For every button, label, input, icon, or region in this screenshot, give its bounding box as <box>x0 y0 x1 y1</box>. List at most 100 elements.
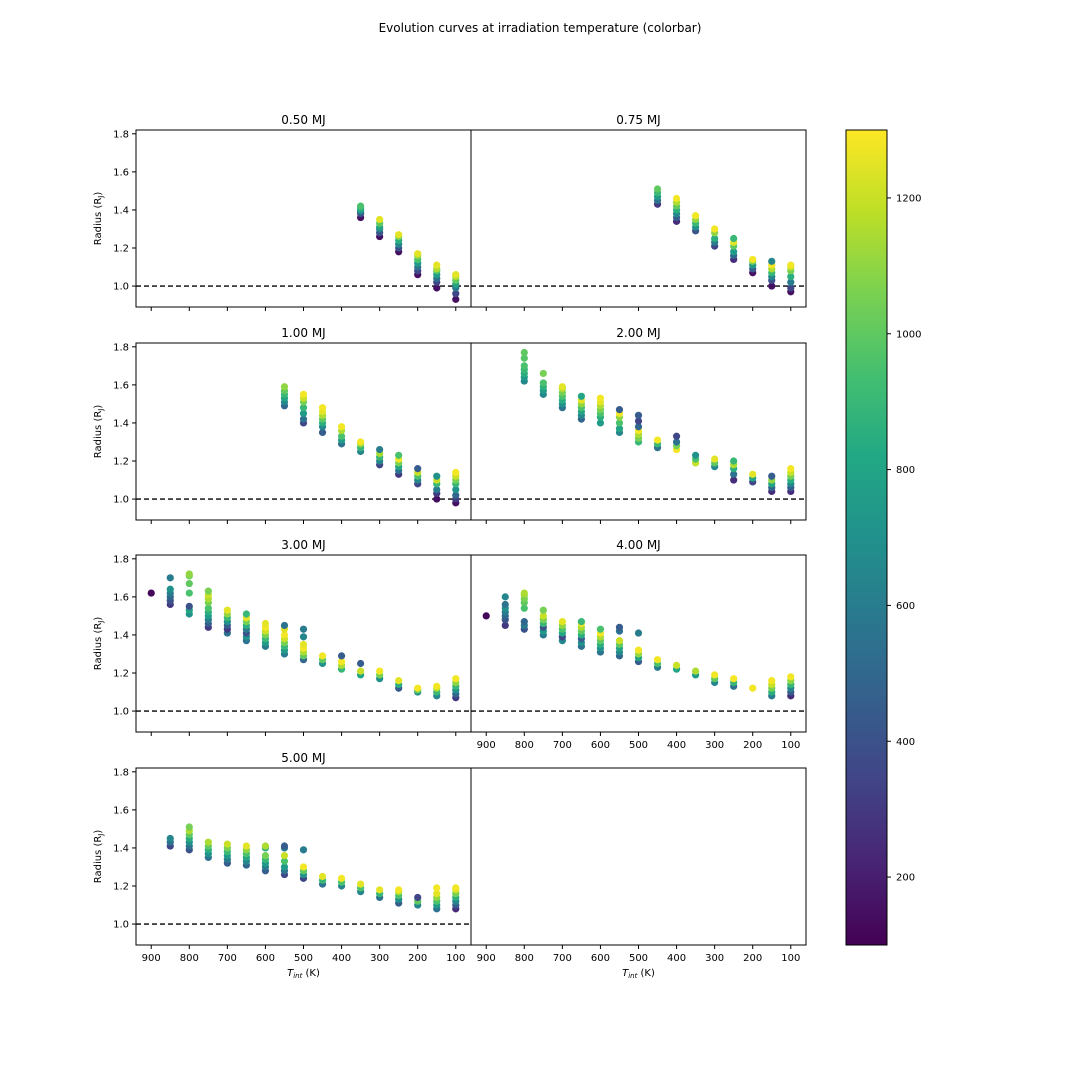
x-axis-label: Tint (K) <box>287 968 320 980</box>
colorbar-tick-label: 1000 <box>896 329 921 340</box>
data-point <box>482 612 490 620</box>
x-tick-label: 300 <box>705 953 724 964</box>
data-point <box>768 282 776 290</box>
data-point <box>395 677 403 685</box>
data-point <box>376 667 384 675</box>
x-tick-label: 100 <box>781 953 800 964</box>
data-point <box>395 231 403 239</box>
y-tick-label: 1.6 <box>113 167 129 178</box>
subplot-title: 0.50 MJ <box>281 113 325 127</box>
scatter-points <box>280 383 460 507</box>
data-point <box>376 886 384 894</box>
data-point <box>433 884 441 892</box>
x-tick-label: 700 <box>218 953 237 964</box>
data-point <box>452 884 460 892</box>
data-point <box>653 656 662 664</box>
data-point <box>501 621 509 630</box>
data-point <box>318 872 327 881</box>
y-tick-label: 1.4 <box>113 630 129 641</box>
data-point <box>672 661 681 669</box>
colorbar-tick-label: 800 <box>896 465 915 476</box>
x-tick-label: 900 <box>142 953 161 964</box>
data-point <box>501 600 509 609</box>
data-point <box>280 842 289 850</box>
data-point <box>596 625 605 633</box>
data-point <box>261 851 270 860</box>
data-point <box>204 838 212 846</box>
data-point <box>280 631 289 639</box>
data-point <box>539 379 547 387</box>
axes-frame <box>470 342 807 521</box>
x-tick-label: 100 <box>781 740 800 751</box>
x-tick-label: 600 <box>256 953 275 964</box>
data-point <box>711 671 719 679</box>
data-point <box>452 271 460 279</box>
x-tick-label: 200 <box>408 953 427 964</box>
data-point <box>376 445 384 454</box>
subplot-4: 2.00 MJ <box>470 326 807 524</box>
data-point <box>242 842 250 850</box>
data-point <box>539 606 547 614</box>
data-point <box>166 574 174 582</box>
x-tick-label: 400 <box>332 953 351 964</box>
y-axis-label: Radius (RJ) <box>93 405 105 459</box>
subplot-title: 0.75 MJ <box>616 113 660 127</box>
data-point <box>558 383 566 391</box>
data-point <box>280 621 289 630</box>
subplot-1: 0.50 MJ 1.0 1.2 1.4 1.6 1.8 Radius (RJ) <box>93 113 472 311</box>
data-point <box>414 684 422 692</box>
y-tick-label: 1.8 <box>113 129 129 140</box>
data-point <box>711 225 719 233</box>
data-point <box>223 840 231 848</box>
data-point <box>376 215 384 224</box>
data-point <box>433 284 441 292</box>
data-point <box>299 409 308 418</box>
data-point <box>185 570 193 578</box>
data-point <box>318 652 327 660</box>
axes-frame <box>135 129 472 308</box>
data-point <box>337 432 346 440</box>
data-point <box>730 248 738 256</box>
data-point <box>337 657 346 666</box>
x-tick-label: 300 <box>705 740 724 751</box>
data-point <box>299 625 308 633</box>
data-point <box>337 874 346 882</box>
x-tick-label: 700 <box>553 740 572 751</box>
data-point <box>501 593 509 601</box>
data-point <box>730 234 738 243</box>
data-point <box>452 295 460 303</box>
y-tick-label: 1.0 <box>113 495 129 506</box>
data-point <box>185 579 193 588</box>
data-point <box>615 425 624 433</box>
data-point <box>395 886 403 894</box>
x-axis-labels: Tint (K) Tint (K) <box>287 968 655 980</box>
data-point <box>787 465 795 473</box>
data-point <box>299 390 308 398</box>
data-point <box>634 417 643 425</box>
data-point <box>749 684 757 692</box>
data-point <box>730 476 738 484</box>
x-tick-label: 800 <box>180 953 199 964</box>
subplot-title: 1.00 MJ <box>281 326 325 340</box>
y-tick-label: 1.6 <box>113 592 129 603</box>
data-point <box>768 472 776 480</box>
subplot-empty: 900 800 700 600 500 400 300 200 100 <box>470 767 807 964</box>
x-axis-label: Tint (K) <box>622 968 655 980</box>
data-point <box>634 411 643 419</box>
y-tick-label: 1.2 <box>113 457 129 468</box>
x-tick-label: 800 <box>515 740 534 751</box>
data-point <box>280 851 289 860</box>
data-point <box>577 392 585 400</box>
colorbar: 200 400 600 800 1000 1200 <box>845 129 921 946</box>
data-point <box>615 419 624 427</box>
data-point <box>615 623 624 631</box>
y-tick-label: 1.0 <box>113 920 129 931</box>
data-point <box>147 589 155 597</box>
colorbar-tick-label: 200 <box>896 873 915 884</box>
data-point <box>337 423 346 431</box>
figure-title: Evolution curves at irradiation temperat… <box>379 21 702 35</box>
data-point <box>433 485 441 494</box>
y-tick-label: 1.0 <box>113 282 129 293</box>
data-point <box>520 604 528 612</box>
